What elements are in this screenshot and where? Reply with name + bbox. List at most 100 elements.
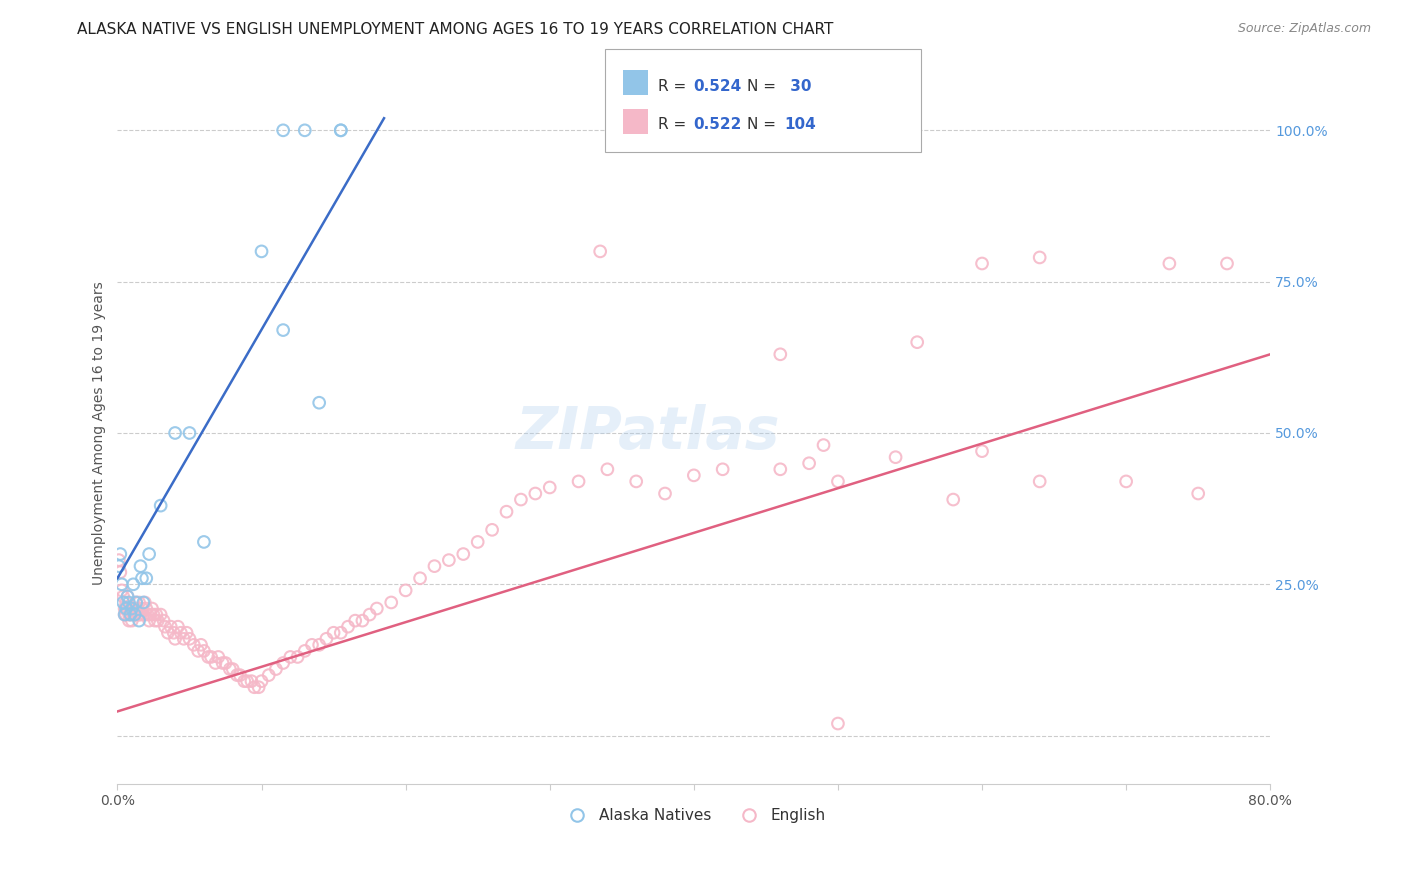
Point xyxy=(243,680,266,694)
Point xyxy=(132,607,155,622)
Point xyxy=(352,614,374,628)
Point xyxy=(142,607,165,622)
Point xyxy=(129,559,152,574)
Point xyxy=(122,601,145,615)
Point xyxy=(207,649,229,664)
Point xyxy=(131,571,153,585)
Point xyxy=(337,620,360,634)
Point xyxy=(114,607,136,622)
Point xyxy=(120,607,142,622)
Point xyxy=(294,644,316,658)
Point xyxy=(524,486,547,500)
Point xyxy=(121,601,143,615)
Point xyxy=(200,649,222,664)
Point xyxy=(437,553,460,567)
Point xyxy=(143,614,166,628)
Point xyxy=(589,244,612,259)
Point xyxy=(711,462,734,476)
Point xyxy=(1028,251,1050,265)
Point xyxy=(117,590,139,604)
Point xyxy=(301,638,323,652)
Point xyxy=(128,614,150,628)
Point xyxy=(127,601,149,615)
Point xyxy=(193,535,215,549)
Text: ALASKA NATIVE VS ENGLISH UNEMPLOYMENT AMONG AGES 16 TO 19 YEARS CORRELATION CHAR: ALASKA NATIVE VS ENGLISH UNEMPLOYMENT AM… xyxy=(77,22,834,37)
Point xyxy=(250,244,273,259)
Point xyxy=(114,601,136,615)
Point xyxy=(271,656,294,670)
Text: R =: R = xyxy=(658,79,692,94)
Point xyxy=(247,680,270,694)
Point xyxy=(145,607,167,622)
Point xyxy=(117,601,139,615)
Point xyxy=(162,625,184,640)
Point xyxy=(153,620,176,634)
Text: 104: 104 xyxy=(785,118,817,132)
Point xyxy=(315,632,337,646)
Text: 0.522: 0.522 xyxy=(693,118,741,132)
Point xyxy=(136,607,159,622)
Point xyxy=(193,644,215,658)
Point xyxy=(115,601,138,615)
Point xyxy=(128,595,150,609)
Point xyxy=(124,607,146,622)
Point xyxy=(190,638,212,652)
Point xyxy=(134,595,156,609)
Point xyxy=(197,649,219,664)
Point xyxy=(329,123,352,137)
Point xyxy=(423,559,446,574)
Point xyxy=(970,444,993,458)
Point xyxy=(118,607,141,622)
Text: N =: N = xyxy=(747,79,780,94)
Point xyxy=(176,625,198,640)
Point xyxy=(329,625,352,640)
Point xyxy=(179,425,201,440)
Legend: Alaska Natives, English: Alaska Natives, English xyxy=(555,802,832,829)
Point xyxy=(218,662,240,676)
Point xyxy=(294,123,316,137)
Point xyxy=(165,425,187,440)
Point xyxy=(942,492,965,507)
Point xyxy=(1115,475,1137,489)
Point xyxy=(135,571,157,585)
Point xyxy=(118,595,141,609)
Point xyxy=(380,595,402,609)
Point xyxy=(624,475,647,489)
Point xyxy=(257,668,280,682)
Point xyxy=(179,632,201,646)
Point xyxy=(124,601,146,615)
Point xyxy=(797,456,820,470)
Point xyxy=(467,535,489,549)
Point xyxy=(827,716,849,731)
Point xyxy=(222,662,245,676)
Point xyxy=(112,590,135,604)
Point xyxy=(149,607,172,622)
Point xyxy=(264,662,287,676)
Point xyxy=(122,577,145,591)
Point xyxy=(170,625,193,640)
Point xyxy=(115,607,138,622)
Point xyxy=(211,656,233,670)
Point xyxy=(108,553,131,567)
Point xyxy=(240,674,263,689)
Point xyxy=(132,595,155,609)
Point xyxy=(567,475,589,489)
Point xyxy=(173,632,195,646)
Point xyxy=(271,323,294,337)
Text: ZIPatlas: ZIPatlas xyxy=(516,404,780,461)
Y-axis label: Unemployment Among Ages 16 to 19 years: Unemployment Among Ages 16 to 19 years xyxy=(93,281,107,585)
Text: 30: 30 xyxy=(785,79,811,94)
Point xyxy=(111,577,134,591)
Point xyxy=(1028,475,1050,489)
Point xyxy=(344,614,367,628)
Point xyxy=(813,438,835,452)
Point xyxy=(287,649,309,664)
Point xyxy=(117,590,139,604)
Point xyxy=(366,601,388,615)
Point xyxy=(167,620,190,634)
Point xyxy=(131,601,153,615)
Point xyxy=(495,505,517,519)
Point xyxy=(226,668,249,682)
Point xyxy=(146,614,169,628)
Point xyxy=(970,256,993,270)
